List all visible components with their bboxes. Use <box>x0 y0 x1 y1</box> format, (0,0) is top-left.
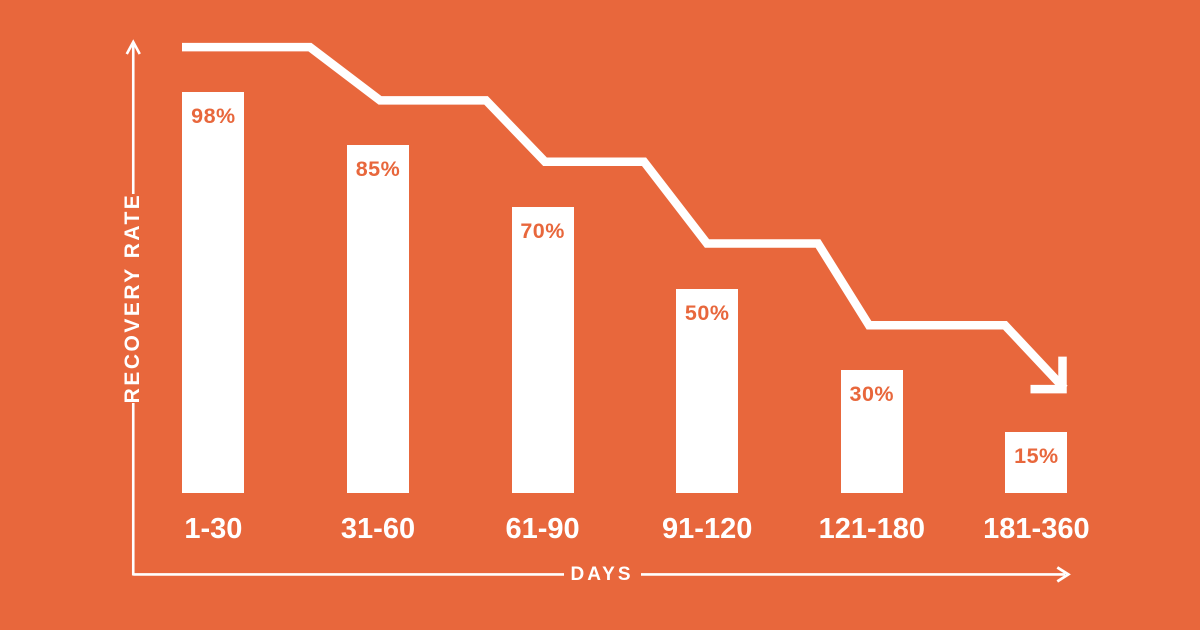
category-label-181-360: 181-360 <box>983 513 1090 545</box>
x-axis-arrowhead-icon <box>1056 566 1071 583</box>
bar-31-60: 85% <box>347 145 409 493</box>
category-label-61-90: 61-90 <box>505 513 580 545</box>
y-axis-label: RECOVERY RATE <box>121 192 144 404</box>
bar-91-120: 50% <box>676 288 739 493</box>
x-axis-label: DAYS <box>570 564 634 585</box>
bar-value-label: 15% <box>1014 443 1059 468</box>
category-label-91-120: 91-120 <box>662 513 753 545</box>
category-label-121-180: 121-180 <box>818 513 926 545</box>
trend-line <box>182 42 1068 392</box>
bar-1-30: 98% <box>182 92 245 493</box>
bar-value-label: 50% <box>684 300 730 325</box>
bar-value-label: 98% <box>191 104 236 129</box>
bar-121-180: 30% <box>840 370 903 493</box>
trend-arrowhead-icon <box>1030 356 1067 394</box>
category-label-31-60: 31-60 <box>340 513 416 545</box>
bar-value-label: 85% <box>355 157 401 182</box>
bar-value-label: 30% <box>849 382 895 407</box>
bar-61-90: 70% <box>511 206 574 493</box>
category-label-1-30: 1-30 <box>184 513 243 545</box>
bar-value-label: 70% <box>520 218 565 243</box>
y-axis-arrowhead-icon <box>125 39 141 55</box>
bar-181-360: 15% <box>1005 431 1068 493</box>
